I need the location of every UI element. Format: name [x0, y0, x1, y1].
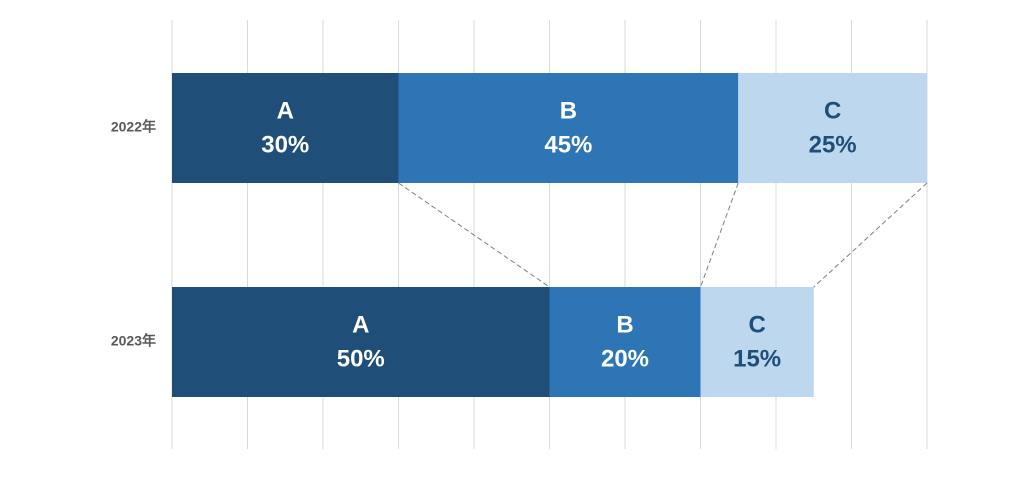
segment-name: B [560, 97, 577, 124]
bar-segment [172, 73, 399, 183]
category-label: 2023年 [111, 333, 156, 349]
connector-line [813, 182, 928, 288]
bar-segment [700, 287, 814, 397]
segment-name: A [277, 97, 294, 124]
connector-line [700, 182, 739, 288]
segment-name: C [748, 311, 765, 338]
segment-name: A [352, 311, 369, 338]
bar-segment [549, 287, 701, 397]
category-label: 2022年 [111, 119, 156, 135]
segment-value-label: 15% [733, 345, 781, 372]
bar-segment [738, 73, 927, 183]
segment-name: B [616, 311, 633, 338]
connector-line [398, 182, 550, 288]
segment-value-label: 20% [601, 345, 649, 372]
bar-segment [172, 287, 550, 397]
segment-value-label: 50% [337, 345, 385, 372]
segment-value-label: 30% [261, 131, 309, 158]
segment-value-label: 45% [544, 131, 592, 158]
bar-segment [398, 73, 739, 183]
segment-value-label: 25% [809, 131, 857, 158]
segment-name: C [824, 97, 841, 124]
